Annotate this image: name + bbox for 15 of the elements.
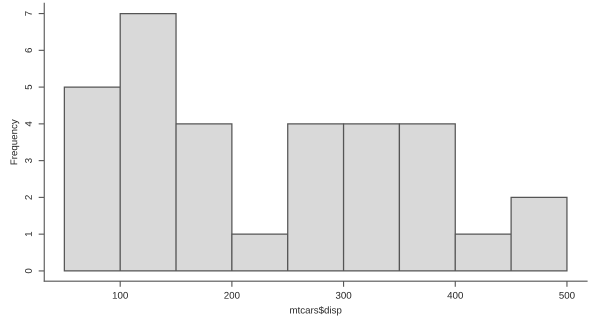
- y-axis-title: Frequency: [10, 119, 20, 164]
- y-tick-label: 1: [25, 232, 32, 236]
- x-tick-label: 100: [112, 292, 128, 299]
- y-tick-label: 3: [25, 158, 32, 163]
- y-tick-label: 7: [25, 11, 32, 16]
- y-tick-label: 4: [25, 121, 32, 126]
- x-tick-label: 500: [559, 292, 575, 299]
- x-tick-label: 400: [447, 292, 463, 299]
- x-axis-title: mtcars$disp: [290, 306, 342, 316]
- x-tick-label: 300: [336, 292, 352, 299]
- y-tick-label: 0: [25, 268, 32, 274]
- x-tick-label: 200: [224, 292, 240, 299]
- y-tick-label: 6: [25, 48, 32, 53]
- y-tick-label: 2: [25, 195, 32, 200]
- y-tick-label: 5: [25, 84, 32, 90]
